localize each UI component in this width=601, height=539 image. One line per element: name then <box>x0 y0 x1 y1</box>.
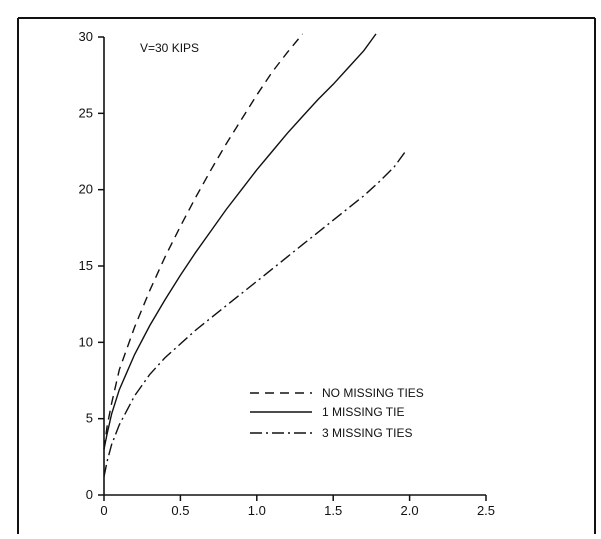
series-line-2 <box>103 33 377 450</box>
y-tick-label: 0 <box>86 487 93 502</box>
legend-label-2: 1 MISSING TIE <box>322 405 404 419</box>
axes-layer <box>103 37 486 496</box>
series-line-3 <box>103 149 408 477</box>
y-tick-label: 20 <box>79 182 93 197</box>
legend-label-1: NO MISSING TIES <box>322 386 424 400</box>
series-line-1 <box>103 33 304 450</box>
x-tick-label: 2.5 <box>477 503 495 518</box>
x-tick-label: 1.0 <box>248 503 266 518</box>
y-tick-label: 30 <box>79 29 93 44</box>
load-annotation: V=30 KIPS <box>140 41 199 55</box>
y-tick-label: 10 <box>79 334 93 349</box>
x-tick-label: 0 <box>100 503 107 518</box>
x-tick-label: 0.5 <box>171 503 189 518</box>
frame-layer <box>17 17 596 534</box>
y-tick-label: 15 <box>79 258 93 273</box>
legend-label-3: 3 MISSING TIES <box>322 426 412 440</box>
ticks-layer: 0 5 10 15 20 25 30 0 0.5 1.0 1.5 2.0 2.5 <box>79 29 496 518</box>
y-tick-label: 5 <box>86 411 93 426</box>
series-layer <box>103 33 408 477</box>
legend: NO MISSING TIES 1 MISSING TIE 3 MISSING TI… <box>250 386 424 440</box>
y-tick-label: 25 <box>79 105 93 120</box>
x-tick-label: 2.0 <box>401 503 419 518</box>
x-tick-label: 1.5 <box>324 503 342 518</box>
